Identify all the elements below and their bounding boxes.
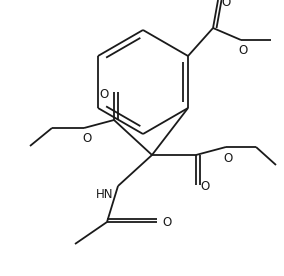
Text: O: O bbox=[162, 216, 172, 229]
Text: O: O bbox=[201, 181, 210, 193]
Text: O: O bbox=[99, 87, 108, 100]
Text: O: O bbox=[82, 132, 92, 145]
Text: O: O bbox=[238, 44, 248, 57]
Text: O: O bbox=[224, 152, 233, 164]
Text: HN: HN bbox=[95, 187, 113, 200]
Text: O: O bbox=[222, 0, 231, 9]
